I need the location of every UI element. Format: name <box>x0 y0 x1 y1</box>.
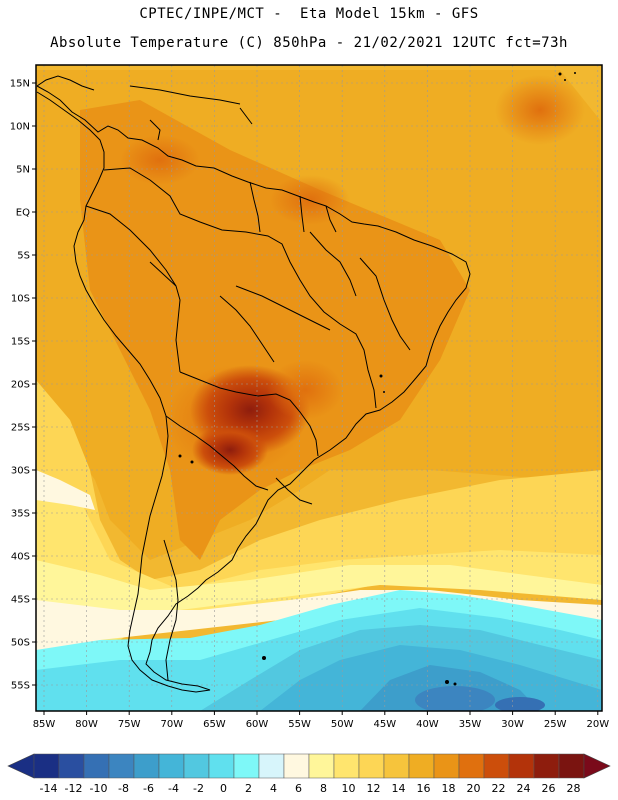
lon-label: 40W <box>416 719 439 730</box>
colorbar-box <box>383 753 410 779</box>
colorbar-label: 18 <box>442 782 456 795</box>
lat-label: 55S <box>11 681 30 692</box>
lat-label: 50S <box>11 638 30 649</box>
colorbar-boxes <box>7 753 611 779</box>
lon-label: 35W <box>459 719 482 730</box>
latitude-labels: 15N 10N 5N EQ 5S 10S 15S 20S 25S 30S 35S 40S 45S 50S 5… <box>10 79 36 692</box>
colorbar-label: -10 <box>90 782 108 795</box>
colorbar-label: 24 <box>517 782 531 795</box>
colorbar-box <box>58 753 85 779</box>
lat-label: 10N <box>10 122 30 133</box>
lon-label: 20W <box>586 719 609 730</box>
map-gridlines <box>36 65 602 711</box>
colorbar-box <box>108 753 135 779</box>
colorbar-label: 4 <box>270 782 277 795</box>
colorbar-box <box>433 753 460 779</box>
colorbar-label: -4 <box>168 782 179 795</box>
colorbar-label: -2 <box>193 782 204 795</box>
map-frame <box>35 64 603 712</box>
colorbar-label: 2 <box>245 782 252 795</box>
colorbar-labels: -14 -12 -10 -8 -6 -4 -2 0 2 4 6 8 10 12 14 16 18 20 22 24 26… <box>40 782 581 795</box>
colorbar-label: 12 <box>367 782 381 795</box>
colorbar-label: 22 <box>492 782 506 795</box>
colorbar-box <box>458 753 485 779</box>
chart-title-line2: Absolute Temperature (C) 850hPa - 21/02/… <box>50 35 568 51</box>
lat-label: 40S <box>11 552 30 563</box>
colorbar-box <box>83 753 110 779</box>
colorbar-box <box>308 753 335 779</box>
colorbar-label: 0 <box>220 782 227 795</box>
lon-label: 30W <box>501 719 524 730</box>
lat-label: 45S <box>11 595 30 606</box>
colorbar-box <box>408 753 435 779</box>
lon-label: 60W <box>246 719 269 730</box>
colorbar-box <box>358 753 385 779</box>
longitude-labels: 85W 80W 75W 70W 65W 60W 55W 50W 45W 40W 35W 30W 25W 2… <box>33 711 609 730</box>
lat-label: 10S <box>11 294 30 305</box>
temperature-field <box>36 65 602 711</box>
colorbar-label: 8 <box>320 782 327 795</box>
lat-label: EQ <box>16 208 30 219</box>
lat-label: 20S <box>11 380 30 391</box>
lon-label: 55W <box>288 719 311 730</box>
lat-label: 25S <box>11 423 30 434</box>
chart-title-line1: CPTEC/INPE/MCT - Eta Model 15km - GFS <box>139 6 479 22</box>
colorbar-box <box>508 753 535 779</box>
colorbar-box <box>258 753 285 779</box>
colorbar-label: 14 <box>392 782 406 795</box>
colorbar-arrow-left <box>7 753 35 779</box>
colorbar-box <box>333 753 360 779</box>
lon-label: 45W <box>373 719 396 730</box>
lat-label: 15N <box>10 79 30 90</box>
colorbar-box <box>558 753 585 779</box>
colorbar-box <box>483 753 510 779</box>
colorbar-label: -8 <box>118 782 129 795</box>
lon-label: 65W <box>203 719 226 730</box>
colorbar-box <box>133 753 160 779</box>
lon-label: 50W <box>331 719 354 730</box>
lat-label: 30S <box>11 466 30 477</box>
lat-label: 5N <box>16 165 30 176</box>
lat-label: 35S <box>11 509 30 520</box>
lon-label: 75W <box>118 719 141 730</box>
lon-label: 85W <box>33 719 56 730</box>
continent-borders <box>36 85 471 693</box>
colorbar-box <box>158 753 185 779</box>
colorbar-label: 28 <box>567 782 581 795</box>
colorbar-box <box>283 753 310 779</box>
lon-label: 80W <box>75 719 98 730</box>
island-fragments <box>178 72 576 686</box>
colorbar-label: -12 <box>65 782 83 795</box>
lon-label: 70W <box>160 719 183 730</box>
lat-label: 15S <box>11 337 30 348</box>
colorbar-box <box>208 753 235 779</box>
colorbar-box <box>33 753 60 779</box>
colorbar-box <box>233 753 260 779</box>
central-america-outline <box>36 75 253 141</box>
colorbar-label: 26 <box>542 782 556 795</box>
colorbar-label: 10 <box>342 782 356 795</box>
colorbar-box <box>183 753 210 779</box>
colorbar-label: 16 <box>417 782 431 795</box>
colorbar-label: -14 <box>40 782 58 795</box>
colorbar-box <box>533 753 560 779</box>
lat-label: 5S <box>17 251 30 262</box>
lon-label: 25W <box>544 719 567 730</box>
colorbar-label: 20 <box>467 782 481 795</box>
colorbar-label: 6 <box>295 782 302 795</box>
colorbar-arrow-right <box>583 753 611 779</box>
colorbar-label: -6 <box>143 782 154 795</box>
